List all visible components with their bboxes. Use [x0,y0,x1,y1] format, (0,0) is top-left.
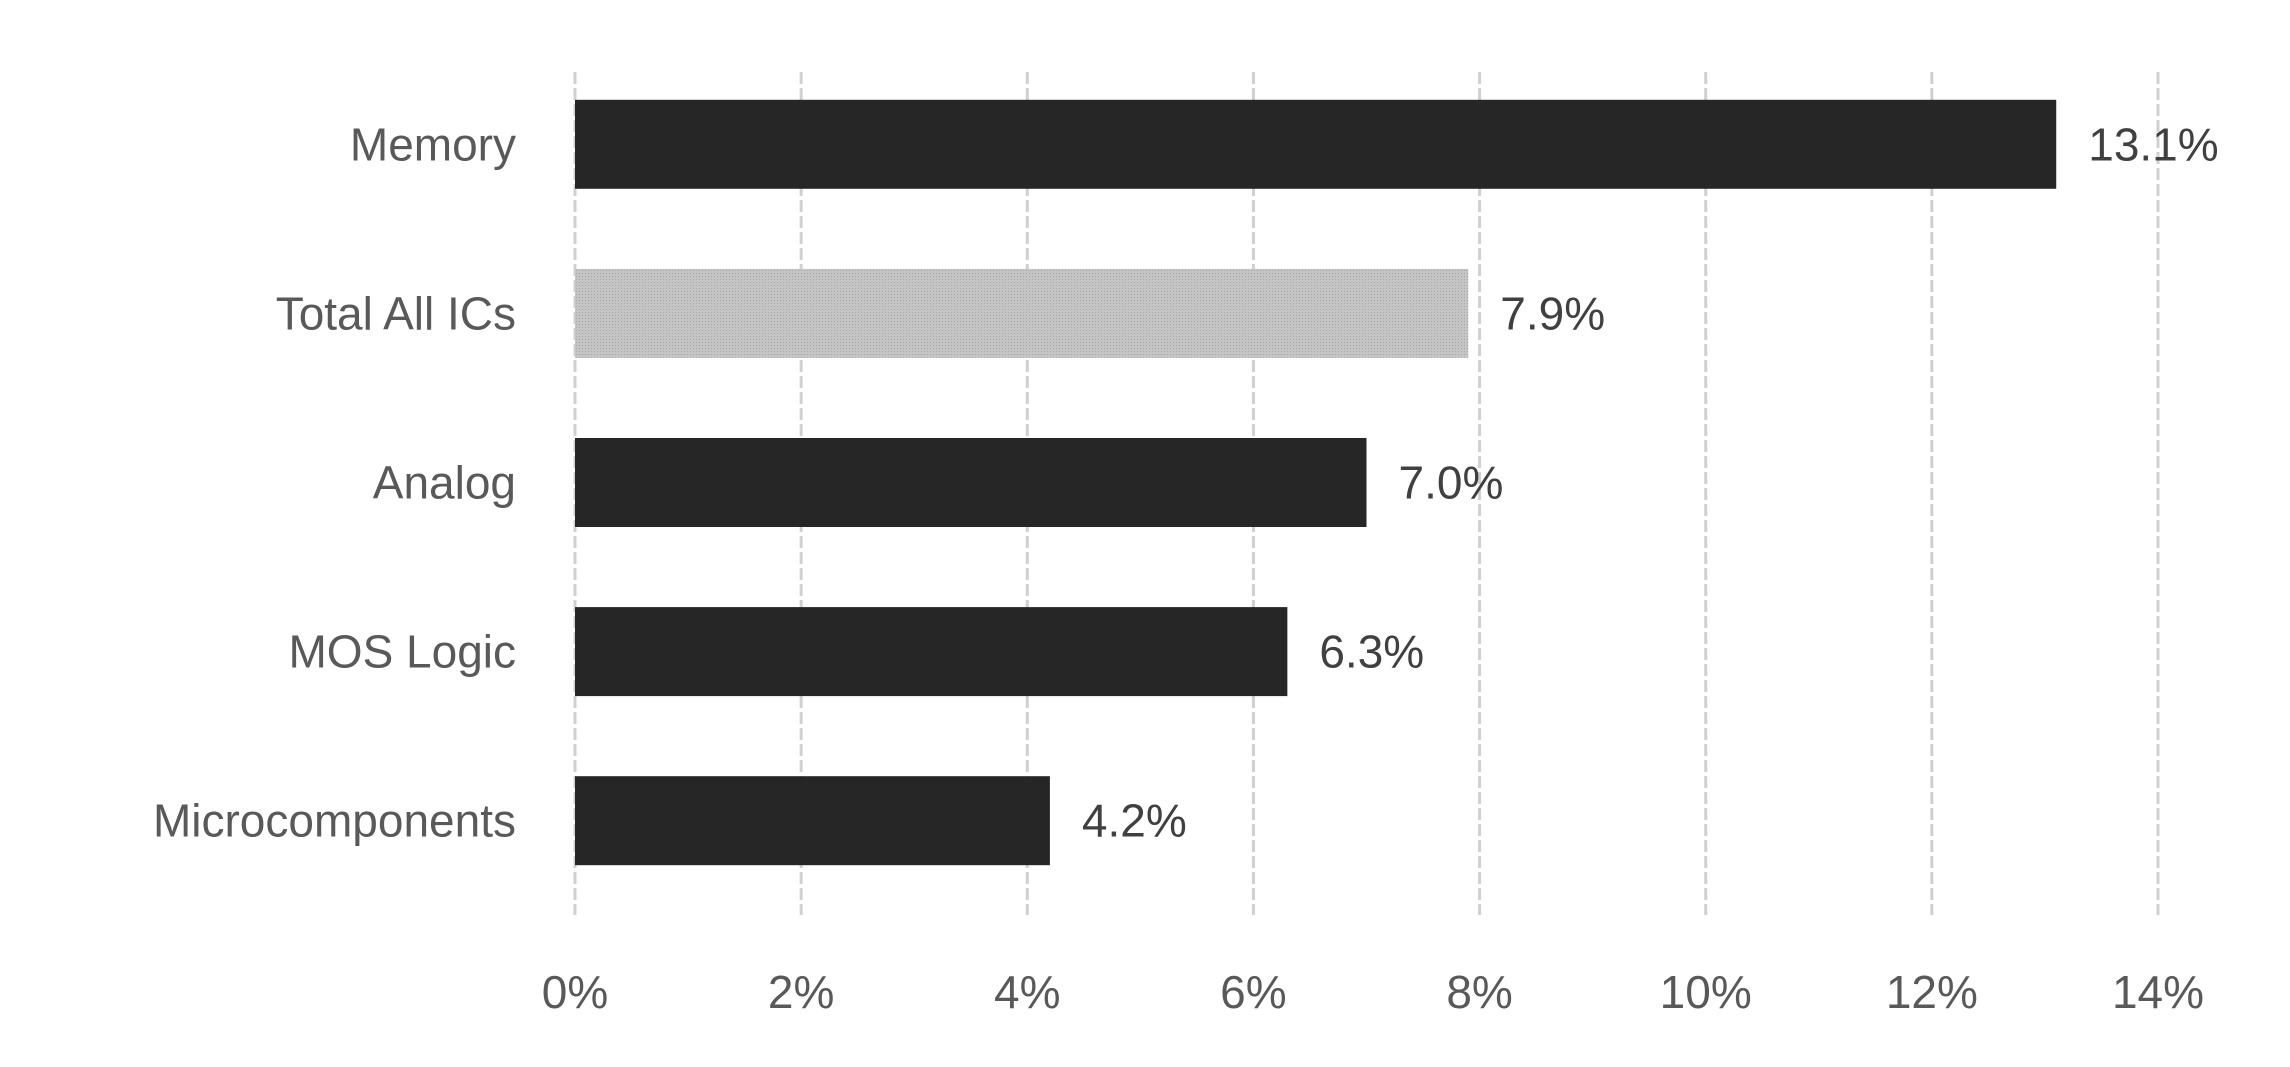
category-label: Microcomponents [153,795,516,847]
bar [575,776,1050,866]
x-tick-label: 6% [1220,966,1286,1018]
x-tick-label: 8% [1446,966,1512,1018]
x-tick-label: 12% [1886,966,1978,1018]
category-label: Analog [373,457,516,509]
data-label: 13.1% [2088,118,2218,170]
data-label: 4.2% [1082,795,1187,847]
category-label: Memory [350,118,516,170]
data-label: 6.3% [1319,626,1424,678]
bar [575,607,1288,697]
bar [575,438,1367,527]
x-tick-label: 0% [542,966,608,1018]
category-label: MOS Logic [288,626,516,678]
bar [575,268,1469,358]
x-tick-label: 10% [1660,966,1752,1018]
data-label: 7.0% [1399,457,1504,509]
category-label: Total All ICs [276,287,516,339]
x-tick-label: 2% [768,966,834,1018]
bar [575,99,2057,189]
data-label: 7.9% [1500,287,1605,339]
x-tick-label: 4% [994,966,1060,1018]
x-tick-label: 14% [2112,966,2204,1018]
